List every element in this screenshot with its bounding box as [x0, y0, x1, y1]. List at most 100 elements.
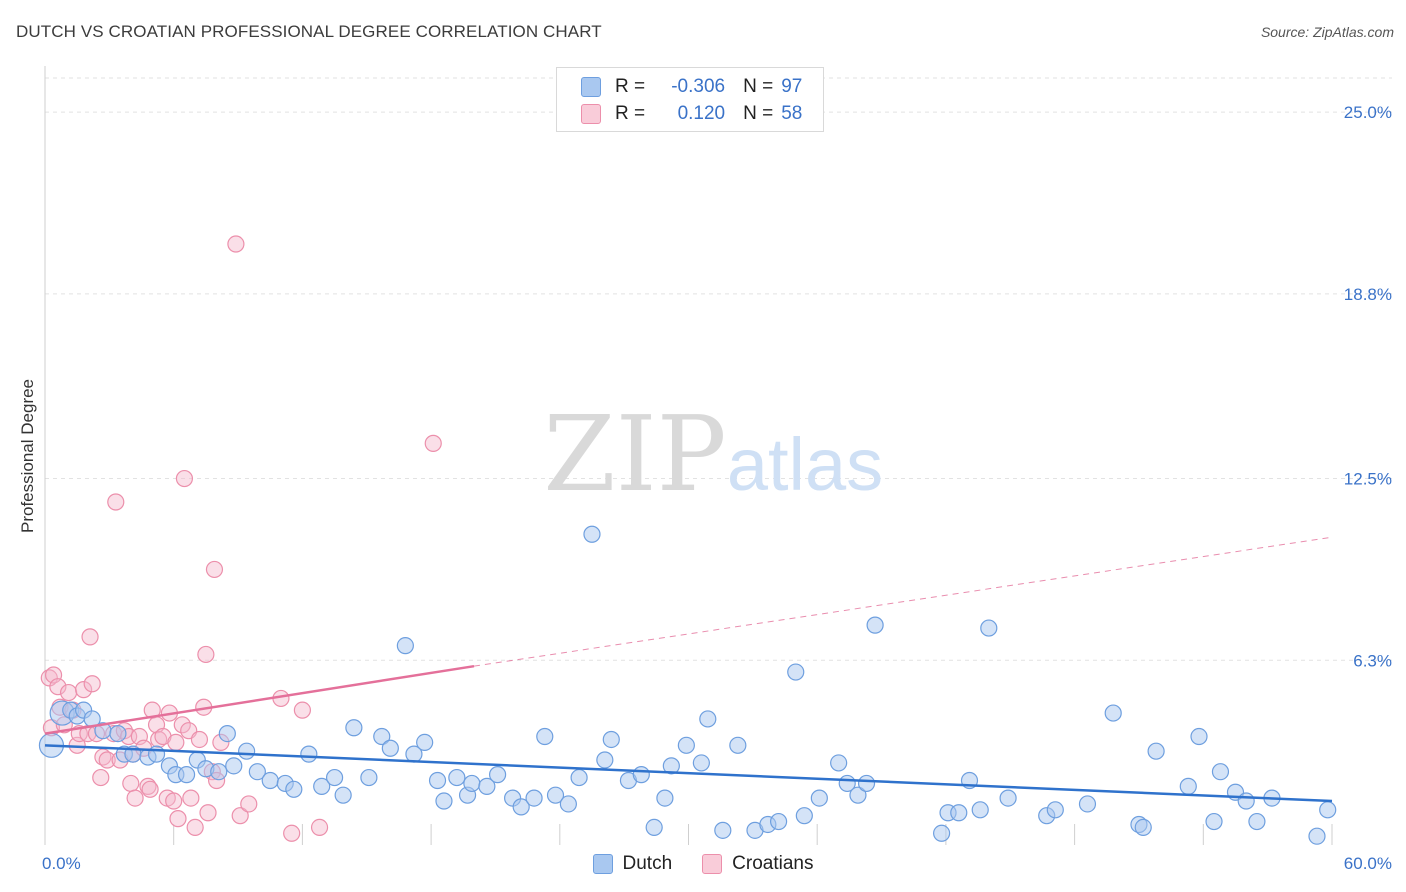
gridlines: [45, 77, 1392, 661]
dutch-point: [416, 733, 434, 751]
watermark-atlas: atlas: [727, 423, 883, 506]
dutch-point: [313, 777, 331, 795]
croatians-point: [175, 469, 194, 488]
croatians-point: [293, 701, 311, 719]
dutch-point: [933, 824, 951, 842]
croatians-point: [83, 675, 101, 693]
dutch-point: [435, 792, 453, 810]
croatians-swatch: [581, 104, 601, 124]
dutch-point: [546, 786, 565, 804]
croatians-point: [190, 730, 209, 749]
croatians-point: [107, 493, 125, 511]
dutch-point: [218, 725, 236, 743]
y-tick-label-2: 18.8%: [1344, 285, 1392, 304]
y-tick-label-1: 12.5%: [1344, 470, 1392, 489]
dutch-point: [381, 739, 399, 757]
croatians-point: [227, 235, 245, 253]
croatians-r-value: 0.120: [677, 103, 726, 124]
croatians-point: [231, 807, 249, 825]
tick-labels: 6.3% 12.5% 18.8% 25.0% 0.0% 60.0%: [42, 103, 1392, 873]
croatians-point: [197, 645, 215, 664]
y-tick-label-0: 6.3%: [1353, 651, 1392, 670]
dutch-point: [971, 801, 989, 819]
dutch-point: [210, 763, 228, 781]
dutch-point: [147, 745, 166, 763]
dutch-point: [1211, 763, 1230, 781]
croatians-point: [126, 789, 144, 807]
croatians-trend-line: [44, 664, 475, 735]
dutch-point: [463, 774, 481, 793]
legend-row-dutch: R = -0.306 N = 97: [581, 75, 802, 99]
dutch-point: [729, 736, 747, 754]
dutch-point: [950, 804, 968, 822]
dutch-point: [325, 768, 344, 787]
dutch-point: [583, 525, 601, 543]
dutch-point: [448, 768, 466, 787]
croatians-point: [283, 824, 301, 842]
croatians-r-label: R =: [615, 103, 646, 124]
croatians-point: [173, 716, 191, 734]
correlation-legend: R = -0.306 N = 97 R = 0.120 N = 58: [556, 67, 824, 132]
dutch-point: [1104, 704, 1122, 722]
croatians-point: [310, 818, 329, 837]
dutch-point: [632, 766, 650, 784]
dutch-point: [559, 795, 577, 813]
dutch-points: [38, 525, 1337, 845]
dutch-r-label: R =: [615, 76, 646, 97]
dutch-trend-line: [44, 744, 1333, 803]
dutch-point: [596, 751, 614, 769]
croatians-point: [59, 683, 78, 702]
dutch-n-value: 97: [781, 76, 803, 97]
dutch-point: [512, 798, 530, 816]
dutch-point: [285, 780, 303, 798]
dutch-point: [396, 637, 414, 655]
dutch-point: [1237, 792, 1255, 810]
legend-item-dutch[interactable]: Dutch: [592, 853, 672, 875]
dutch-point: [1134, 818, 1152, 837]
dutch-point: [602, 730, 620, 749]
dutch-point: [699, 710, 717, 728]
croatians-n-label: N =: [743, 103, 774, 124]
croatians-point: [92, 768, 110, 787]
croatians-point: [240, 795, 258, 813]
dutch-point: [677, 736, 695, 754]
dutch-point: [428, 771, 447, 790]
dutch-point: [1205, 812, 1223, 831]
dutch-point: [787, 663, 805, 681]
croatians-point: [141, 780, 159, 798]
dutch-r-value: -0.306: [671, 76, 726, 97]
croatians-point: [169, 810, 187, 828]
dutch-point: [830, 754, 848, 772]
dutch-n-label: N =: [743, 76, 774, 97]
series-legend: Dutch Croatians: [0, 852, 1406, 876]
dutch-point: [109, 725, 127, 743]
dutch-point: [225, 757, 243, 775]
croatians-legend-swatch: [702, 854, 723, 874]
y-tick-label-3: 25.0%: [1344, 103, 1392, 122]
croatians-point: [122, 774, 140, 793]
dutch-point: [849, 786, 867, 804]
croatians-point: [81, 628, 99, 646]
dutch-point: [373, 727, 391, 746]
dutch-point: [1078, 795, 1097, 813]
dutch-point: [999, 789, 1017, 807]
dutch-point: [536, 727, 554, 746]
croatians-point: [186, 818, 204, 837]
dutch-point: [1147, 742, 1165, 760]
dutch-point: [714, 821, 732, 839]
dutch-point: [866, 616, 884, 634]
croatians-point: [98, 751, 116, 769]
legend-row-croatians: R = 0.120 N = 58: [581, 102, 802, 126]
dutch-legend-swatch: [592, 854, 613, 874]
croatians-point: [205, 560, 224, 579]
croatians-point: [167, 733, 185, 751]
x-tick-label-0: 0.0%: [42, 854, 81, 873]
dutch-point: [1179, 777, 1197, 795]
legend-item-croatians[interactable]: Croatians: [702, 853, 813, 875]
chart-title: DUTCH VS CROATIAN PROFESSIONAL DEGREE CO…: [16, 22, 602, 41]
dutch-point: [1046, 801, 1064, 819]
dutch-point: [488, 766, 507, 784]
dutch-point: [1248, 812, 1266, 831]
dutch-point: [238, 742, 256, 760]
x-tick-label-1: 60.0%: [1344, 854, 1392, 873]
